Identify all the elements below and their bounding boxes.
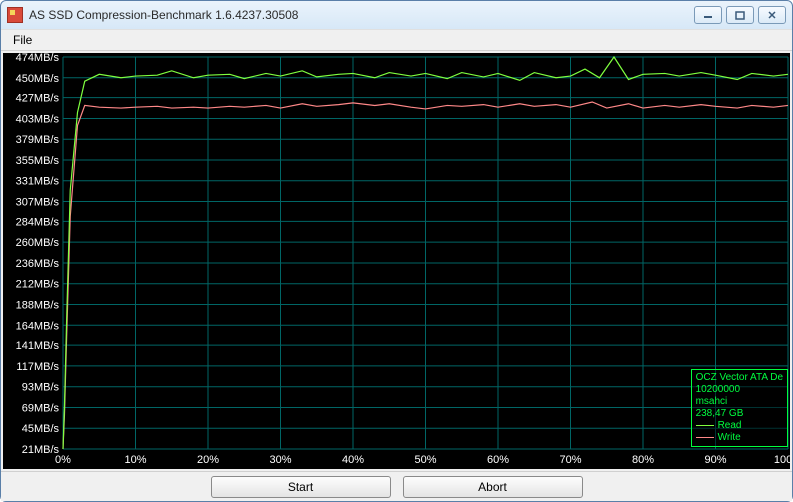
svg-text:141MB/s: 141MB/s <box>16 340 60 352</box>
device-name: OCZ Vector ATA De <box>696 372 783 384</box>
svg-text:212MB/s: 212MB/s <box>16 279 60 291</box>
device-driver: msahci <box>696 396 783 408</box>
svg-text:70%: 70% <box>559 454 581 466</box>
svg-text:20%: 20% <box>197 454 219 466</box>
menubar: File <box>1 29 792 51</box>
maximize-icon <box>735 10 745 20</box>
svg-text:45MB/s: 45MB/s <box>22 423 60 435</box>
start-button[interactable]: Start <box>211 476 391 498</box>
svg-text:236MB/s: 236MB/s <box>16 258 60 270</box>
svg-text:10%: 10% <box>124 454 146 466</box>
chart-area: 474MB/s 450MB/s 427MB/s 403MB/s 379MB/s 355MB… <box>3 53 790 469</box>
svg-text:260MB/s: 260MB/s <box>16 237 60 249</box>
bottom-toolbar: Start Abort <box>1 471 792 501</box>
svg-text:164MB/s: 164MB/s <box>16 320 60 332</box>
device-capacity: 238,47 GB <box>696 408 783 420</box>
svg-text:80%: 80% <box>632 454 654 466</box>
svg-text:403MB/s: 403MB/s <box>16 113 60 125</box>
app-icon <box>7 7 23 23</box>
svg-text:355MB/s: 355MB/s <box>16 155 60 167</box>
device-info-box: OCZ Vector ATA De 10200000 msahci 238,47… <box>691 369 788 447</box>
window-controls <box>694 6 786 24</box>
svg-text:90%: 90% <box>704 454 726 466</box>
window-title: AS SSD Compression-Benchmark 1.6.4237.30… <box>29 8 688 22</box>
benchmark-chart: 474MB/s 450MB/s 427MB/s 403MB/s 379MB/s 355MB… <box>3 53 790 469</box>
svg-text:379MB/s: 379MB/s <box>16 134 60 146</box>
minimize-icon <box>703 10 713 20</box>
svg-text:427MB/s: 427MB/s <box>16 93 60 105</box>
svg-text:307MB/s: 307MB/s <box>16 197 60 209</box>
device-firmware: 10200000 <box>696 384 783 396</box>
close-icon <box>767 10 777 20</box>
svg-text:40%: 40% <box>342 454 364 466</box>
abort-button[interactable]: Abort <box>403 476 583 498</box>
svg-text:60%: 60% <box>487 454 509 466</box>
svg-text:331MB/s: 331MB/s <box>16 176 60 188</box>
svg-text:450MB/s: 450MB/s <box>16 73 60 85</box>
svg-text:50%: 50% <box>414 454 436 466</box>
legend-write: Write <box>696 432 783 444</box>
menu-file[interactable]: File <box>5 31 40 49</box>
svg-text:100%: 100% <box>774 454 790 466</box>
svg-text:188MB/s: 188MB/s <box>16 299 60 311</box>
maximize-button[interactable] <box>726 6 754 24</box>
svg-text:474MB/s: 474MB/s <box>16 53 60 64</box>
svg-text:21MB/s: 21MB/s <box>22 444 60 456</box>
legend-read: Read <box>696 420 783 432</box>
minimize-button[interactable] <box>694 6 722 24</box>
titlebar: AS SSD Compression-Benchmark 1.6.4237.30… <box>1 1 792 29</box>
svg-text:284MB/s: 284MB/s <box>16 216 60 228</box>
svg-text:0%: 0% <box>55 454 71 466</box>
app-window: AS SSD Compression-Benchmark 1.6.4237.30… <box>0 0 793 502</box>
svg-text:30%: 30% <box>269 454 291 466</box>
svg-text:69MB/s: 69MB/s <box>22 402 60 414</box>
svg-text:117MB/s: 117MB/s <box>16 361 59 373</box>
close-button[interactable] <box>758 6 786 24</box>
svg-text:93MB/s: 93MB/s <box>22 382 60 394</box>
